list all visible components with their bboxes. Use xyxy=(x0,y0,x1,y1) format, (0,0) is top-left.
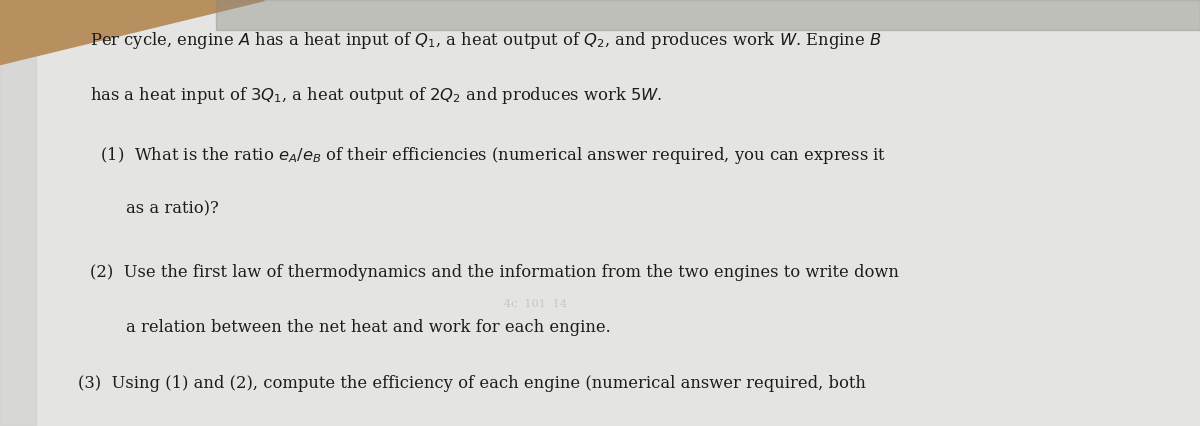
Text: (2)  Use the first law of thermodynamics and the information from the two engine: (2) Use the first law of thermodynamics … xyxy=(90,264,899,281)
Text: a relation between the net heat and work for each engine.: a relation between the net heat and work… xyxy=(126,320,611,337)
Text: has a heat input of $3Q_1$, a heat output of $2Q_2$ and produces work $5W$.: has a heat input of $3Q_1$, a heat outpu… xyxy=(90,85,662,106)
Text: (3)  Using (1) and (2), compute the efficiency of each engine (numerical answer : (3) Using (1) and (2), compute the effic… xyxy=(78,375,866,392)
Bar xyxy=(0,0,36,426)
Polygon shape xyxy=(0,0,264,64)
Text: as a ratio)?: as a ratio)? xyxy=(126,200,218,217)
Bar xyxy=(216,0,1200,30)
Text: Per cycle, engine $A$ has a heat input of $Q_1$, a heat output of $Q_2$, and pro: Per cycle, engine $A$ has a heat input o… xyxy=(90,30,882,51)
Text: 4c  101  14: 4c 101 14 xyxy=(504,299,568,309)
Text: (1)  What is the ratio $e_A/e_B$ of their efficiencies (numerical answer require: (1) What is the ratio $e_A/e_B$ of their… xyxy=(90,145,887,166)
